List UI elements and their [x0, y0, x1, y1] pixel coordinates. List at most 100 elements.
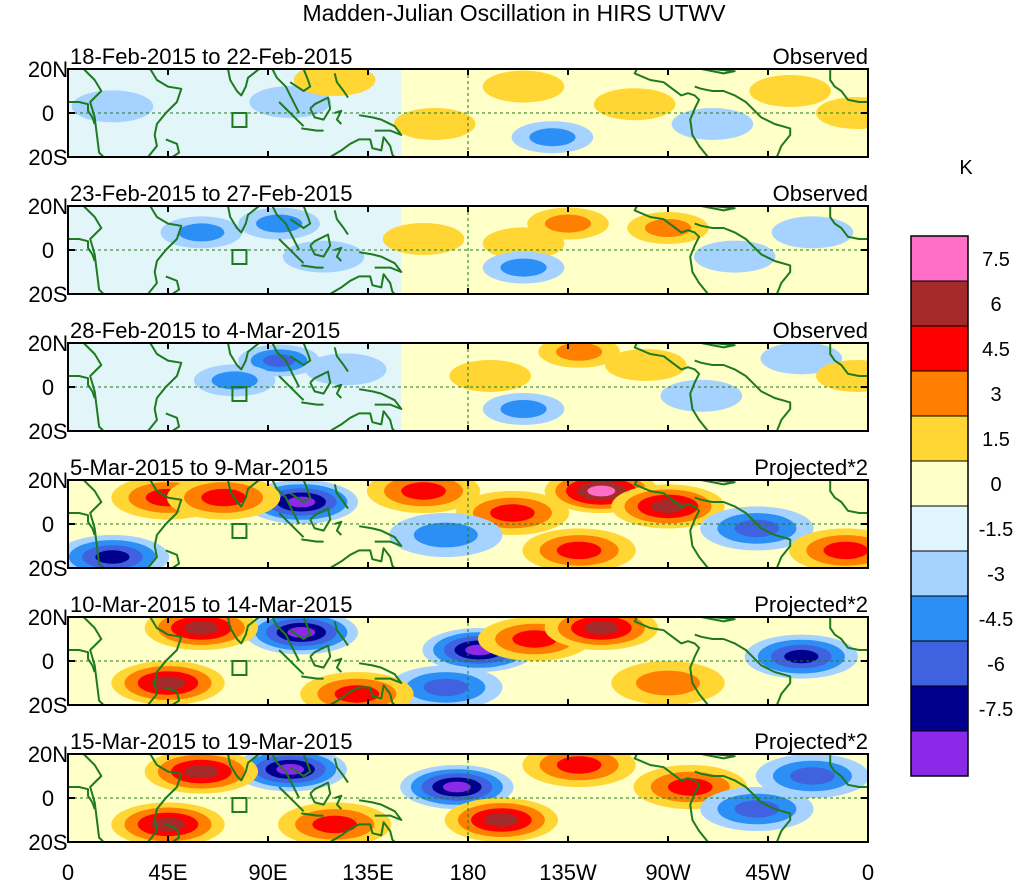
anomaly-contour — [636, 670, 700, 696]
coastline — [829, 343, 868, 377]
x-tick-label: 45E — [148, 860, 187, 885]
coastline — [289, 206, 312, 229]
coastline — [701, 69, 736, 75]
coastline — [165, 823, 181, 842]
anomaly-contour — [816, 360, 868, 392]
coastline — [333, 621, 349, 647]
coastline — [82, 617, 105, 705]
coastline — [333, 347, 349, 373]
chart-title: Madden-Julian Oscillation in HIRS UTWV — [302, 0, 726, 26]
coastline — [321, 136, 396, 157]
coastline — [333, 484, 349, 510]
coastline — [165, 275, 181, 294]
anomaly-contour — [293, 69, 376, 96]
coastline — [271, 754, 300, 799]
x-tick-label: 135W — [539, 860, 597, 885]
index-box — [231, 797, 248, 813]
coastline — [309, 781, 332, 806]
colorbar-swatch — [910, 280, 969, 327]
coastline — [271, 343, 300, 388]
colorbar-tick-label: -1.5 — [979, 519, 1013, 541]
coastline — [271, 69, 300, 114]
coastline — [271, 206, 300, 251]
coastline — [227, 754, 260, 782]
coastline — [82, 69, 105, 157]
coastline — [68, 786, 96, 810]
coastline — [147, 69, 183, 157]
panel-date-range: 28-Feb-2015 to 4-Mar-2015 — [70, 318, 340, 343]
coastline — [694, 770, 792, 842]
colorbar-tick-label: 7.5 — [982, 249, 1010, 271]
colorbar-tick-label: 4.5 — [982, 339, 1010, 361]
anomaly-contour — [512, 630, 557, 648]
coastline — [701, 343, 736, 349]
colorbar-swatch — [910, 730, 969, 777]
panel-3: 20N 0 20S 28-Feb-2015 to 4-Mar-2015 Observed — [28, 318, 869, 444]
panel-date-range: 18-Feb-2015 to 22-Feb-2015 — [70, 44, 353, 69]
colorbar-swatch — [910, 370, 969, 417]
panel-6: 20N 0 20S 15-Mar-2015 to 19-Mar-2015 Project… — [28, 729, 869, 855]
coastline — [82, 343, 105, 431]
y-tick-label: 0 — [42, 101, 54, 126]
coastline — [165, 138, 181, 157]
panel-kind: Projected*2 — [754, 592, 868, 617]
coastline — [68, 238, 96, 262]
anomaly-contour — [382, 223, 465, 255]
anomaly-contour — [667, 778, 713, 796]
coastline — [278, 375, 305, 401]
coastline — [301, 401, 324, 406]
anomaly-contour — [660, 379, 743, 412]
y-tick-label: 20N — [28, 468, 68, 493]
coastline — [829, 480, 868, 514]
colorbar-tick-label: -6 — [987, 654, 1005, 676]
panel-5: 20N 0 20S 10-Mar-2015 to 14-Mar-2015 Project… — [28, 592, 869, 718]
coastline — [358, 114, 403, 136]
y-tick-label: 20S — [28, 419, 67, 444]
colorbar-swatch — [910, 595, 969, 642]
panel-kind: Projected*2 — [754, 729, 868, 754]
x-tick-label: 0 — [62, 860, 74, 885]
coastline — [334, 383, 343, 399]
anomaly-contour — [287, 496, 316, 508]
coastline — [633, 754, 709, 842]
anomaly-field — [68, 480, 868, 568]
anomaly-contour — [150, 676, 186, 690]
panel-date-range: 10-Mar-2015 to 14-Mar-2015 — [70, 592, 352, 617]
panel-date-range: 23-Feb-2015 to 27-Feb-2015 — [70, 181, 353, 206]
panel-2: 20N 0 20S 23-Feb-2015 to 27-Feb-2015 Observe… — [28, 181, 869, 307]
index-box — [231, 249, 248, 265]
anomaly-contour — [442, 781, 471, 793]
coastline — [147, 754, 183, 842]
anomaly-contour — [500, 400, 547, 418]
anomaly-contour — [287, 627, 316, 638]
coastline — [165, 549, 181, 568]
coastline — [301, 812, 324, 817]
colorbar-tick-label: 6 — [990, 294, 1001, 316]
y-tick-label: 0 — [42, 512, 54, 537]
coastline — [309, 96, 332, 121]
coastline — [289, 69, 312, 92]
colorbar: K 7.5 6 4.5 3 1.5 0 -1.5 -3 -4.5 -6 -7.5 — [910, 157, 1013, 777]
x-axis: 0 45E 90E 135E 180 135W 90W 45W 0 — [62, 860, 874, 885]
coastline — [147, 480, 183, 568]
anomaly-contour — [587, 485, 616, 497]
anomaly-contour — [334, 685, 380, 703]
x-tick-label: 45W — [745, 860, 790, 885]
anomaly-contour — [413, 522, 478, 548]
panel-kind: Observed — [773, 44, 868, 69]
anomaly-contour — [423, 678, 469, 697]
coastline — [309, 507, 332, 532]
panel-4: 20N 0 20S 5-Mar-2015 to 9-Mar-2015 Projected… — [28, 455, 869, 581]
coastline — [321, 684, 396, 705]
coastline — [333, 758, 349, 784]
y-tick-label: 20N — [28, 57, 68, 82]
colorbar-swatch — [910, 235, 969, 282]
coastline — [309, 233, 332, 258]
coastline — [694, 633, 792, 705]
y-tick-label: 20S — [28, 145, 67, 170]
coastline — [701, 480, 736, 486]
anomaly-contour — [644, 219, 692, 237]
colorbar-swatch — [910, 640, 969, 687]
y-tick-label: 20N — [28, 605, 68, 630]
x-tick-label: 180 — [450, 860, 487, 885]
